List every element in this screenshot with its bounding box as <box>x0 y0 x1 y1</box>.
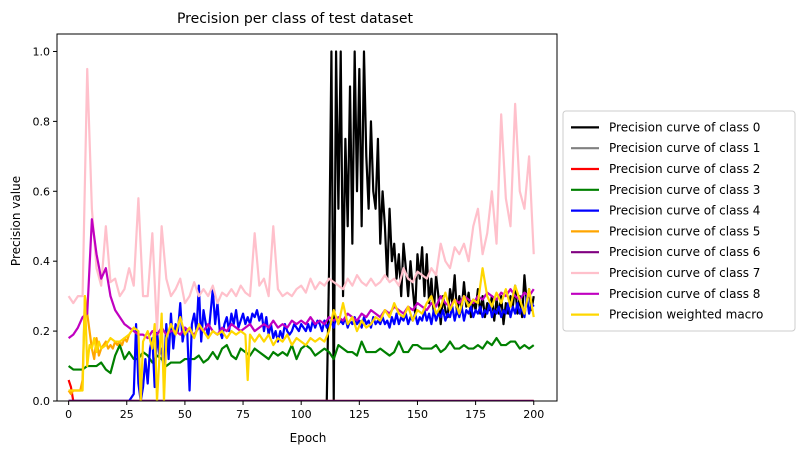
legend-box <box>562 110 796 332</box>
series-line-7 <box>67 67 535 333</box>
x-tick-label-0: 0 <box>65 408 72 421</box>
legend-entry-2: Precision curve of class 2 <box>571 162 760 176</box>
legend-entry-1: Precision curve of class 1 <box>571 141 760 155</box>
y-tick-label-0: 0.0 <box>33 395 51 408</box>
legend-label-3: Precision curve of class 3 <box>609 183 760 197</box>
legend-label-2: Precision curve of class 2 <box>609 162 760 176</box>
legend-label-1: Precision curve of class 1 <box>609 141 760 155</box>
legend-entry-0: Precision curve of class 0 <box>571 120 760 134</box>
legend-label-4: Precision curve of class 4 <box>609 204 760 218</box>
x-tick-label-3: 75 <box>236 408 250 421</box>
x-axis-label: Epoch <box>290 431 327 445</box>
legend: Precision curve of class 0 Precision curv… <box>562 110 796 332</box>
x-tick-label-8: 200 <box>523 408 544 421</box>
legend-entry-7: Precision curve of class 7 <box>571 266 760 280</box>
y-axis-label: Precision value <box>9 176 23 266</box>
y-tick-label-2: 0.4 <box>33 255 51 268</box>
plot-frame <box>56 33 558 402</box>
x-tick-label-5: 125 <box>349 408 370 421</box>
y-tick-label-4: 0.8 <box>33 115 51 128</box>
series-line-9 <box>68 267 535 401</box>
legend-label-7: Precision curve of class 7 <box>609 266 760 280</box>
legend-label-0: Precision curve of class 0 <box>609 120 760 134</box>
legend-label-6: Precision curve of class 6 <box>609 245 760 259</box>
legend-entry-6: Precision curve of class 6 <box>571 245 760 259</box>
x-tick-label-1: 25 <box>120 408 134 421</box>
legend-entry-4: Precision curve of class 4 <box>571 204 760 218</box>
legend-entry-5: Precision curve of class 5 <box>571 224 760 238</box>
y-tick-label-1: 0.2 <box>33 325 51 338</box>
legend-label-8: Precision curve of class 8 <box>609 287 760 301</box>
y-tick-label-3: 0.6 <box>33 185 51 198</box>
series-layer <box>67 50 535 401</box>
y-tick-label-5: 1.0 <box>33 45 51 58</box>
legend-entry-3: Precision curve of class 3 <box>571 183 760 197</box>
legend-label-9: Precision weighted macro <box>609 308 763 322</box>
axes-layer: 0 25 50 75 100 125 150 175 200 0.0 0.2 0.4 0.6 0.8 1.0 <box>33 33 558 421</box>
series-line-0 <box>68 50 535 401</box>
x-tick-label-7: 175 <box>465 408 486 421</box>
chart-title: Precision per class of test dataset <box>177 11 414 27</box>
x-tick-label-6: 150 <box>407 408 428 421</box>
legend-entry-9: Precision weighted macro <box>571 308 763 322</box>
series-line-3 <box>67 336 535 375</box>
x-tick-label-4: 100 <box>291 408 312 421</box>
legend-label-5: Precision curve of class 5 <box>609 224 760 238</box>
x-tick-label-2: 50 <box>178 408 192 421</box>
legend-entry-8: Precision curve of class 8 <box>571 287 760 301</box>
